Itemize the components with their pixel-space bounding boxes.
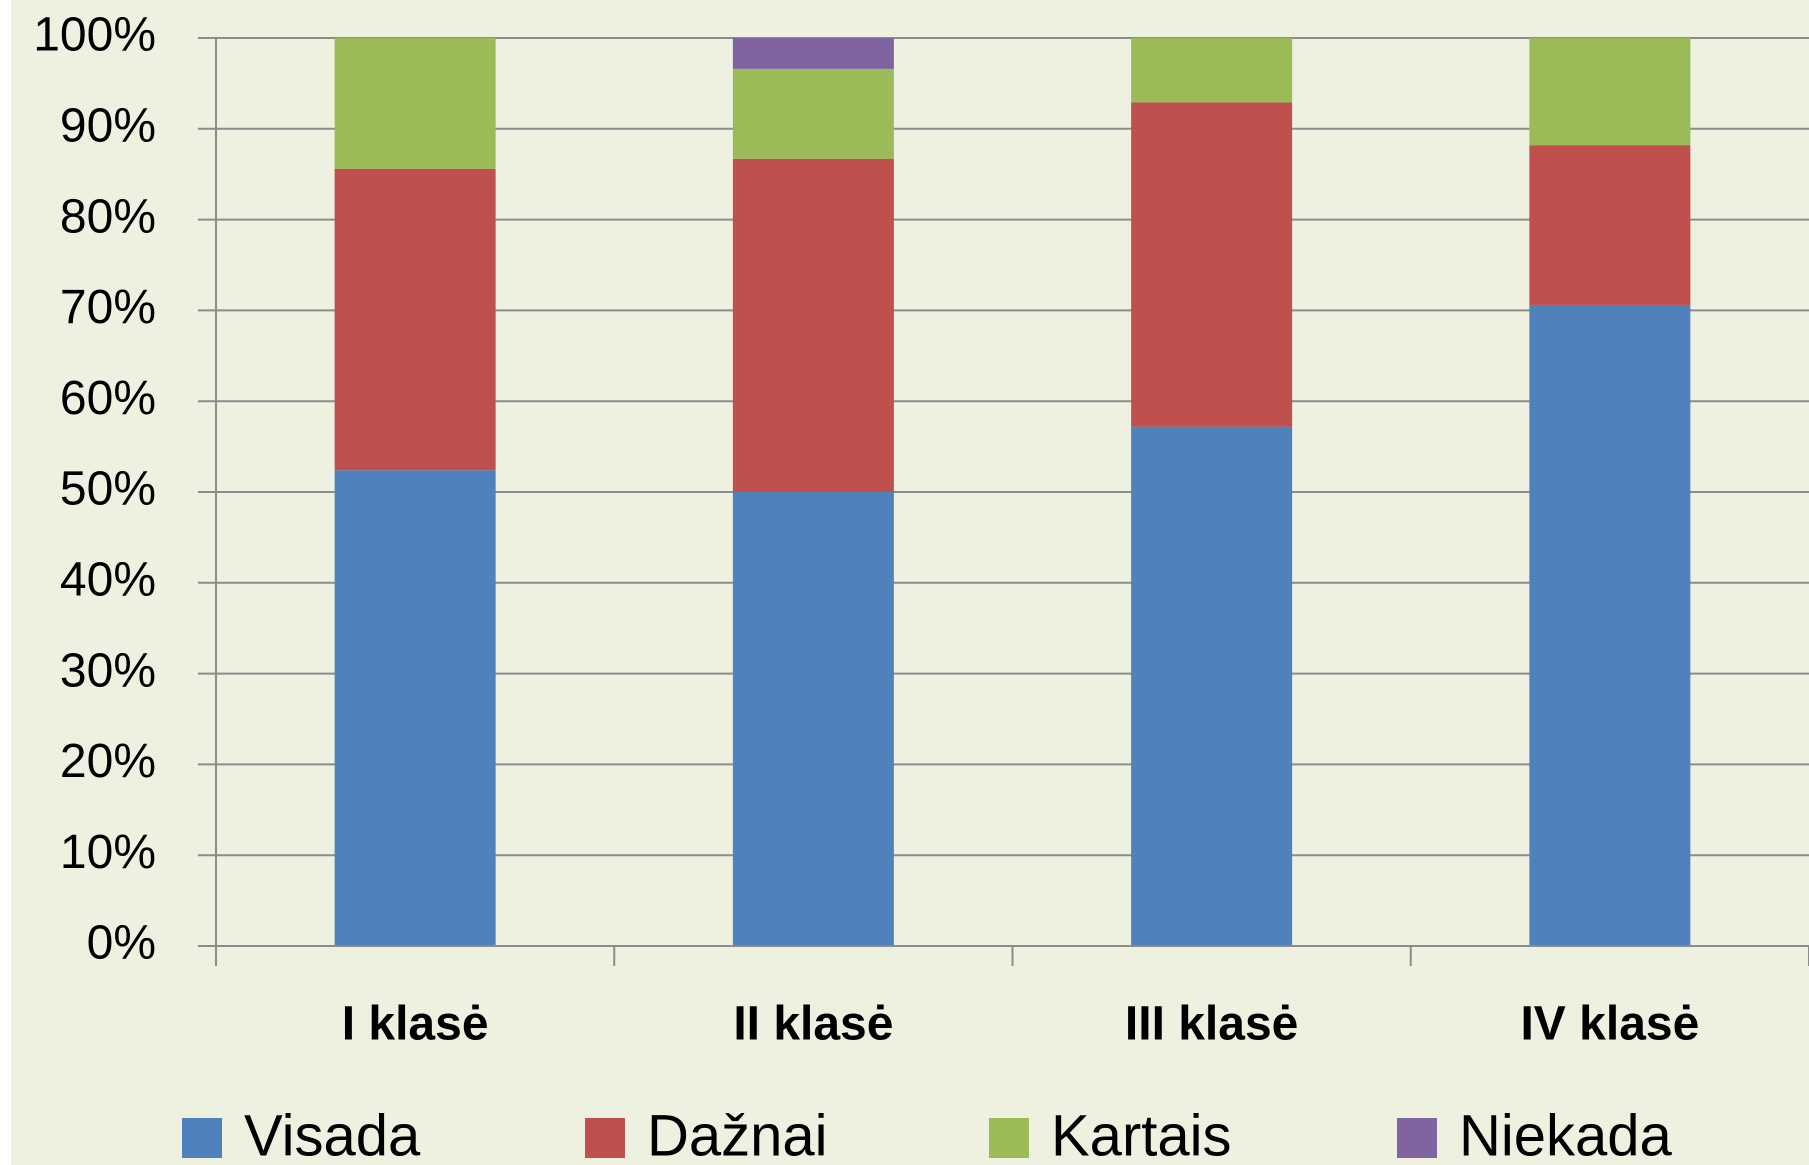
x-tick-label: II klasė [733,998,893,1051]
y-tick-label: 40% [60,553,156,606]
legend-label: Dažnai [647,1103,828,1165]
bar-segment [1529,145,1691,305]
y-tick-label: 80% [60,190,156,243]
y-tick-label: 10% [60,826,156,879]
x-tick-label: III klasė [1125,998,1298,1051]
bar-segment [732,158,894,492]
bar-segment [1131,102,1293,427]
bar-segment [732,492,894,946]
y-tick-label: 20% [60,735,156,788]
bar-segment [334,168,496,471]
legend-label: Kartais [1051,1103,1232,1165]
legend-swatch [989,1118,1029,1158]
y-tick-label: 90% [60,99,156,152]
y-tick-label: 50% [60,463,156,516]
x-tick-label: I klasė [342,998,489,1051]
y-tick-label: 70% [60,281,156,334]
bar-segment [732,38,894,69]
bar-segment [1529,38,1691,146]
bar-segment [334,38,496,169]
bar-segment [1131,426,1293,946]
y-tick-label: 60% [60,372,156,425]
bar-segment [334,470,496,946]
y-tick-label: 0% [87,917,156,970]
bar-segment [732,68,894,159]
y-tick-label: 100% [33,9,156,62]
bar-segment [1131,38,1293,103]
legend-swatch [585,1118,625,1158]
legend-label: Visada [244,1103,421,1165]
legend-label: Niekada [1459,1103,1673,1165]
x-tick-label: IV klasė [1520,998,1699,1051]
y-tick-label: 30% [60,644,156,697]
legend-swatch [1397,1118,1437,1158]
bar-segment [1529,304,1691,946]
legend-swatch [182,1118,222,1158]
